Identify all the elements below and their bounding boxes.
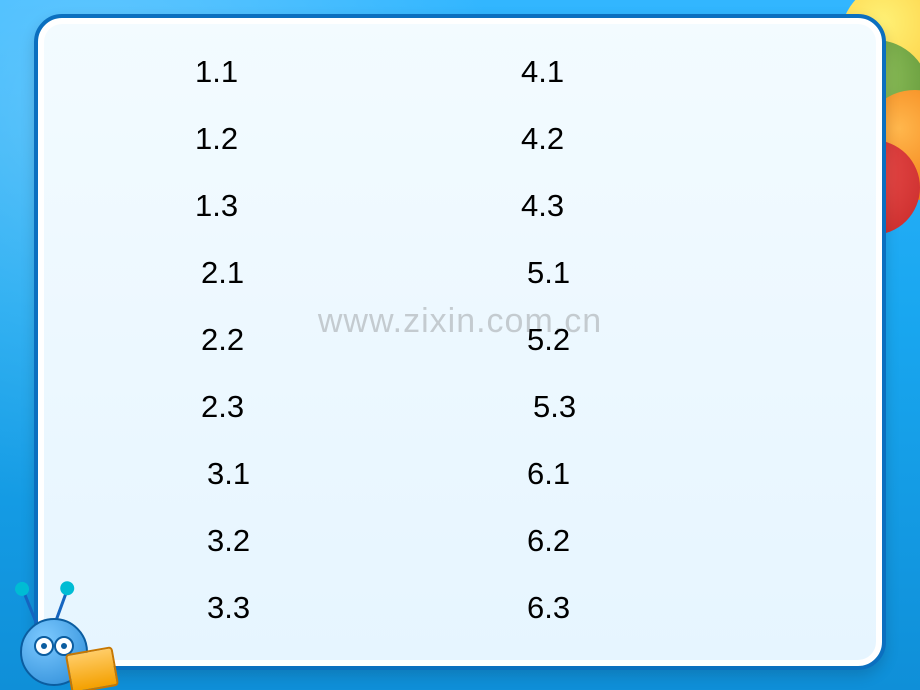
list-item: 2.2: [155, 306, 445, 373]
list-item: 4.2: [475, 105, 765, 172]
list-item: 6.2: [475, 507, 765, 574]
list-item: 1.3: [155, 172, 445, 239]
content-panel: www.zixin.com.cn 1.1 1.2 1.3 2.1 2.2 2.3…: [34, 14, 886, 670]
list-item: 5.3: [475, 373, 765, 440]
list-item: 2.1: [155, 239, 445, 306]
mascot-icon: [0, 546, 114, 690]
list-item: 4.1: [475, 38, 765, 105]
list-item: 6.1: [475, 440, 765, 507]
list-item: 3.2: [155, 507, 445, 574]
list-item: 3.1: [155, 440, 445, 507]
list-item: 5.1: [475, 239, 765, 306]
list-item: 3.3: [155, 574, 445, 641]
column-right: 4.1 4.2 4.3 5.1 5.2 5.3 6.1 6.2 6.3: [475, 38, 765, 646]
list-item: 2.3: [155, 373, 445, 440]
list-item: 5.2: [475, 306, 765, 373]
list-item: 6.3: [475, 574, 765, 641]
content-columns: 1.1 1.2 1.3 2.1 2.2 2.3 3.1 3.2 3.3 4.1 …: [38, 38, 882, 646]
list-item: 1.2: [155, 105, 445, 172]
list-item: 4.3: [475, 172, 765, 239]
slide-stage: www.zixin.com.cn 1.1 1.2 1.3 2.1 2.2 2.3…: [0, 0, 920, 690]
list-item: 1.1: [155, 38, 445, 105]
column-left: 1.1 1.2 1.3 2.1 2.2 2.3 3.1 3.2 3.3: [155, 38, 445, 646]
